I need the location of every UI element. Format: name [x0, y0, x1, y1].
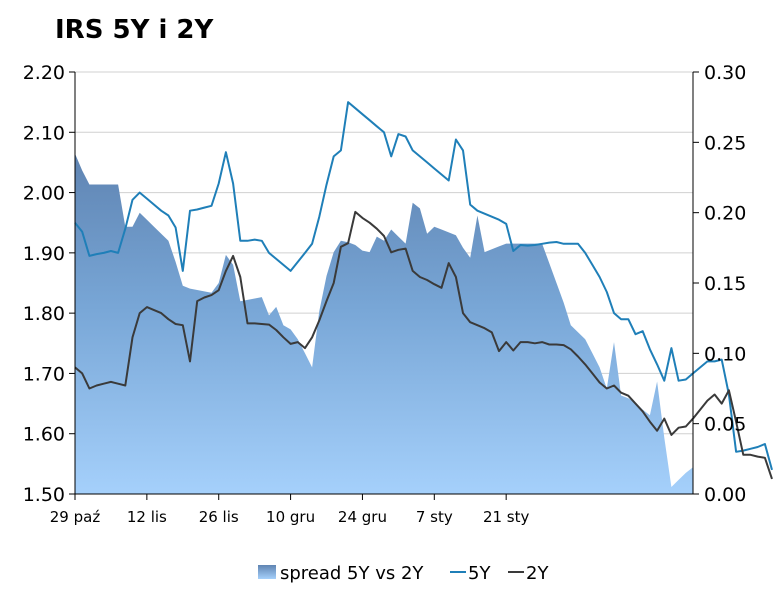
- x-axis-ticks: 29 paź 12 lis 26 lis 10 gru 24 gru 7 sty 21 st…: [50, 494, 530, 526]
- x-tick-label: 24 gru: [338, 508, 387, 526]
- right-tick-label: 0.20: [704, 203, 746, 225]
- left-tick-label: 1.50: [23, 484, 65, 506]
- lines-layer: [74, 101, 773, 480]
- series-line-5y: [74, 101, 773, 471]
- legend-label: 5Y: [468, 563, 491, 584]
- spread-area-layer: [75, 153, 693, 494]
- left-tick-label: 2.20: [23, 62, 65, 84]
- chart-title: IRS 5Y i 2Y: [55, 15, 214, 45]
- left-tick-label: 1.90: [23, 243, 65, 265]
- x-tick-label: 26 lis: [199, 508, 239, 526]
- legend-swatch-spread: [258, 565, 276, 579]
- right-tick-label: 0.10: [704, 343, 746, 365]
- x-tick-label: 7 sty: [416, 508, 453, 526]
- x-tick-label: 21 sty: [483, 508, 530, 526]
- right-tick-label: 0.05: [704, 414, 746, 436]
- left-tick-label: 1.60: [23, 424, 65, 446]
- legend: spread 5Y vs 2Y 5Y 2Y: [258, 563, 549, 584]
- right-tick-label: 0.00: [704, 484, 746, 506]
- x-tick-label: 12 lis: [127, 508, 167, 526]
- right-tick-label: 0.30: [704, 62, 746, 84]
- legend-label: 2Y: [526, 563, 549, 584]
- right-tick-label: 0.15: [704, 273, 746, 295]
- x-tick-label: 10 gru: [266, 508, 315, 526]
- left-tick-label: 2.00: [23, 183, 65, 205]
- left-tick-label: 1.80: [23, 303, 65, 325]
- left-tick-label: 2.10: [23, 122, 65, 144]
- legend-label: spread 5Y vs 2Y: [280, 563, 424, 584]
- series-line-2y: [74, 210, 773, 480]
- right-axis-ticks: 0.00 0.05 0.10 0.15 0.20 0.25 0.30: [693, 62, 746, 506]
- x-tick-label: 29 paź: [50, 508, 101, 526]
- right-tick-label: 0.25: [704, 132, 746, 154]
- left-tick-label: 1.70: [23, 363, 65, 385]
- spread-area: [75, 153, 693, 494]
- left-axis-ticks: 1.50 1.60 1.70 1.80 1.90 2.00 2.10 2.20: [23, 62, 75, 506]
